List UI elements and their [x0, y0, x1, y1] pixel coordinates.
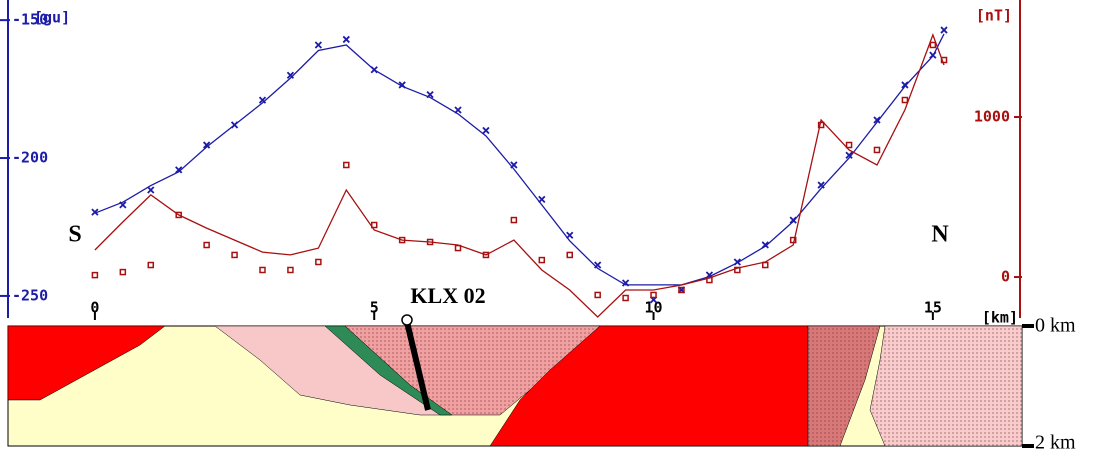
data-point: [901, 96, 909, 104]
borehole: [404, 321, 431, 411]
data-point: [231, 251, 238, 259]
data-point: [203, 241, 210, 249]
data-point: [175, 211, 182, 219]
data-point: [762, 261, 769, 269]
unit-green: [324, 325, 453, 416]
data-point: [258, 96, 267, 104]
data-point: [901, 81, 909, 89]
y2-tick-label: 1000: [974, 107, 1010, 125]
borehole-head: [401, 314, 413, 326]
data-point: [594, 291, 601, 299]
data-point: [622, 294, 629, 302]
annotation: N: [931, 222, 949, 248]
data-point: [91, 271, 99, 279]
data-point: [940, 26, 948, 34]
data-point: [147, 186, 155, 194]
x-tick-label: 5: [370, 299, 379, 317]
data-point: [678, 286, 685, 294]
data-point: [845, 151, 853, 159]
data-point: [650, 291, 657, 299]
x-tick-label: 15: [924, 299, 942, 317]
data-point: [482, 126, 490, 135]
data-point: [929, 41, 937, 49]
data-point: [873, 146, 881, 154]
depth-label: 0 km: [1035, 315, 1076, 337]
data-point: [845, 141, 853, 149]
y-tick-label: -250: [12, 286, 48, 304]
data-point: [342, 35, 350, 44]
y-tick-label: -200: [12, 149, 48, 167]
y-axis-label: [gu]: [34, 9, 70, 27]
data-point: [119, 268, 127, 276]
depth-label: 2 km: [1035, 432, 1076, 454]
data-point: [175, 166, 183, 174]
data-point: [873, 116, 881, 124]
x-axis-label: [km]: [982, 309, 1018, 327]
data-point: [147, 261, 155, 269]
annotation: KLX 02: [410, 283, 485, 308]
hatch: [808, 326, 880, 446]
hatch: [870, 326, 1022, 446]
data-point: [566, 251, 573, 259]
data-point: [314, 41, 322, 49]
data-point: [259, 266, 266, 274]
data-point: [510, 216, 518, 224]
data-point: [315, 258, 322, 266]
y2-axis-label: [nT]: [976, 7, 1012, 25]
data-point: [203, 141, 211, 149]
data-point: [789, 216, 797, 224]
y-tick-label: -150: [12, 11, 48, 29]
data-point: [370, 221, 378, 229]
data-point: [91, 208, 99, 216]
data-point: [343, 161, 350, 169]
data-point: [817, 181, 825, 189]
y2-tick-label: 0: [1001, 268, 1010, 286]
cross-section: 0 km 2 km: [7, 314, 1076, 454]
series-line: [94, 33, 945, 318]
data-point: [538, 256, 546, 264]
series-line: [94, 33, 945, 286]
x-tick-label: 0: [90, 299, 99, 317]
annotation: S: [68, 222, 81, 248]
data-point: [287, 266, 294, 274]
x-tick-label: 10: [645, 299, 663, 317]
unit-red: [7, 325, 166, 401]
data-point: [286, 71, 295, 79]
data-point: [482, 251, 490, 259]
hatch: [345, 326, 600, 415]
